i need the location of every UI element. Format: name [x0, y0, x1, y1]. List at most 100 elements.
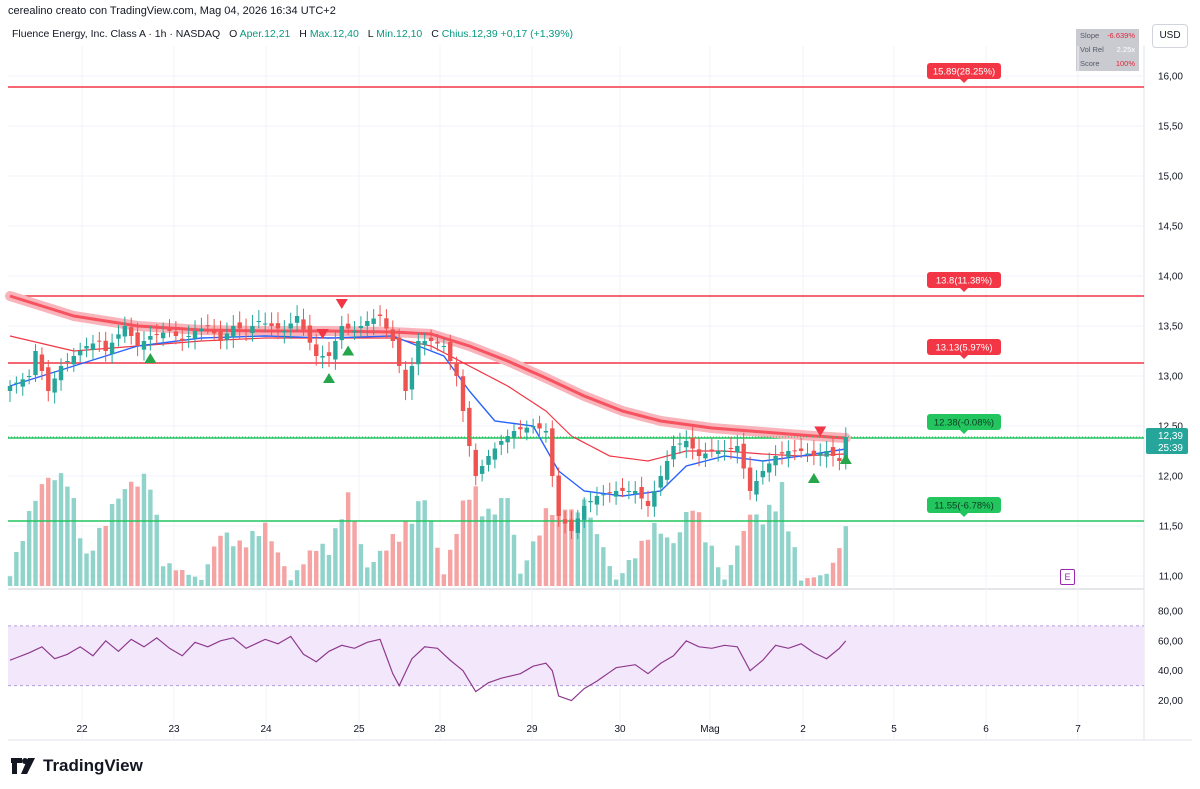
last-price-countdown: 25:39 — [1158, 443, 1183, 454]
volume-bar — [671, 543, 676, 586]
candle-body — [486, 456, 491, 465]
candle-body — [409, 366, 415, 390]
candle-body — [550, 428, 555, 476]
candle-body — [709, 449, 714, 451]
candle-body — [390, 329, 395, 341]
candle-body — [199, 328, 204, 332]
support-level-label: 12.38(-0.08%) — [934, 418, 994, 429]
volume-bar — [645, 539, 651, 586]
candle-body — [435, 341, 440, 344]
volume-bar — [696, 512, 702, 586]
volume-bar — [180, 569, 185, 586]
slope-label: Slope — [1080, 31, 1100, 40]
buy-signal-marker — [323, 373, 335, 383]
volume-bar — [352, 520, 357, 586]
volume-bar — [569, 509, 574, 586]
volume-bar — [416, 501, 421, 586]
candle-body — [97, 340, 102, 342]
candle-body — [607, 492, 612, 494]
volume-bar — [741, 530, 746, 586]
volume-bar — [326, 555, 332, 586]
candle-body — [837, 458, 842, 461]
candle-body — [422, 341, 427, 345]
volume-bar — [798, 580, 804, 586]
price-tick-label: 16,00 — [1158, 72, 1183, 83]
candle-body — [798, 448, 804, 451]
candle-body — [314, 344, 319, 356]
candle-body — [186, 336, 191, 337]
volume-bar — [345, 492, 351, 586]
candle-body — [594, 496, 600, 505]
candle-body — [320, 356, 325, 358]
created-by-caption: cerealino creato con TradingView.com, Ma… — [8, 5, 336, 17]
volume-bar — [530, 541, 536, 586]
candle-body — [805, 453, 810, 455]
volume-bar — [333, 528, 338, 586]
volume-bar — [320, 543, 325, 586]
rsi-tick-label: 60,00 — [1158, 636, 1183, 647]
candle-body — [377, 314, 383, 316]
candle-body — [167, 329, 172, 331]
time-tick-label: 22 — [76, 724, 88, 735]
volume-bar — [26, 511, 32, 586]
candle-body — [352, 331, 357, 333]
volume-bar — [703, 542, 708, 586]
volume-bar — [371, 562, 376, 586]
candle-body — [524, 427, 529, 433]
price-tick-label: 14,50 — [1158, 222, 1183, 233]
candle-body — [237, 322, 242, 329]
symbol-title: Fluence Energy, Inc. Class A · 1h · NASD… — [12, 28, 221, 40]
volume-bar — [767, 504, 772, 586]
volume-bar — [830, 562, 836, 586]
volume-bar — [58, 473, 64, 586]
brand-name: TradingView — [43, 756, 143, 775]
rsi-tick-label: 20,00 — [1158, 696, 1183, 707]
earnings-marker[interactable]: E — [1060, 569, 1075, 585]
volume-bar — [205, 564, 210, 586]
volume-bar — [90, 550, 96, 586]
price-tick-label: 14,00 — [1158, 272, 1183, 283]
volume-bar — [307, 550, 313, 586]
candle-body — [333, 341, 338, 360]
volume-bar — [390, 534, 395, 586]
candle-body — [52, 378, 57, 393]
candle-body — [530, 426, 536, 428]
volume-bar — [71, 498, 76, 586]
currency-button[interactable]: USD — [1152, 24, 1188, 48]
candle-body — [715, 451, 721, 454]
volume-bar — [760, 524, 766, 586]
candle-body — [843, 437, 848, 463]
candle-body — [294, 316, 300, 323]
high-value: Max.12,40 — [309, 28, 359, 40]
support-level-tag — [927, 497, 1001, 513]
volume-bar — [441, 574, 447, 586]
volume-bar — [409, 523, 415, 586]
volume-bar — [129, 481, 134, 586]
volume-bar — [818, 575, 823, 586]
candle-body — [122, 326, 128, 337]
volume-bar — [588, 517, 593, 586]
volume-bar — [479, 516, 485, 586]
volume-bar — [735, 545, 740, 586]
volume-bar — [594, 534, 600, 586]
volume-bar — [792, 547, 797, 586]
volume-bar — [160, 566, 166, 586]
candle-body — [690, 437, 695, 449]
support-level-tag-pointer — [960, 513, 968, 517]
candle-body — [7, 386, 13, 391]
volume-bar — [275, 552, 281, 586]
support-level-label: 11.55(-6.78%) — [934, 501, 994, 512]
volume-bar — [664, 537, 670, 586]
ribbon-band — [5, 291, 851, 443]
volume-bar — [715, 567, 721, 586]
volume-bar — [837, 548, 842, 586]
volume-bar — [460, 500, 466, 586]
resistance-level-tag — [927, 339, 1001, 355]
candle-body — [786, 451, 791, 457]
volume-bar — [14, 551, 19, 586]
volume-bar — [116, 498, 121, 586]
volume-bar — [122, 489, 128, 586]
price-tick-label: 12,50 — [1158, 422, 1183, 433]
score-value: 100% — [1115, 59, 1135, 68]
